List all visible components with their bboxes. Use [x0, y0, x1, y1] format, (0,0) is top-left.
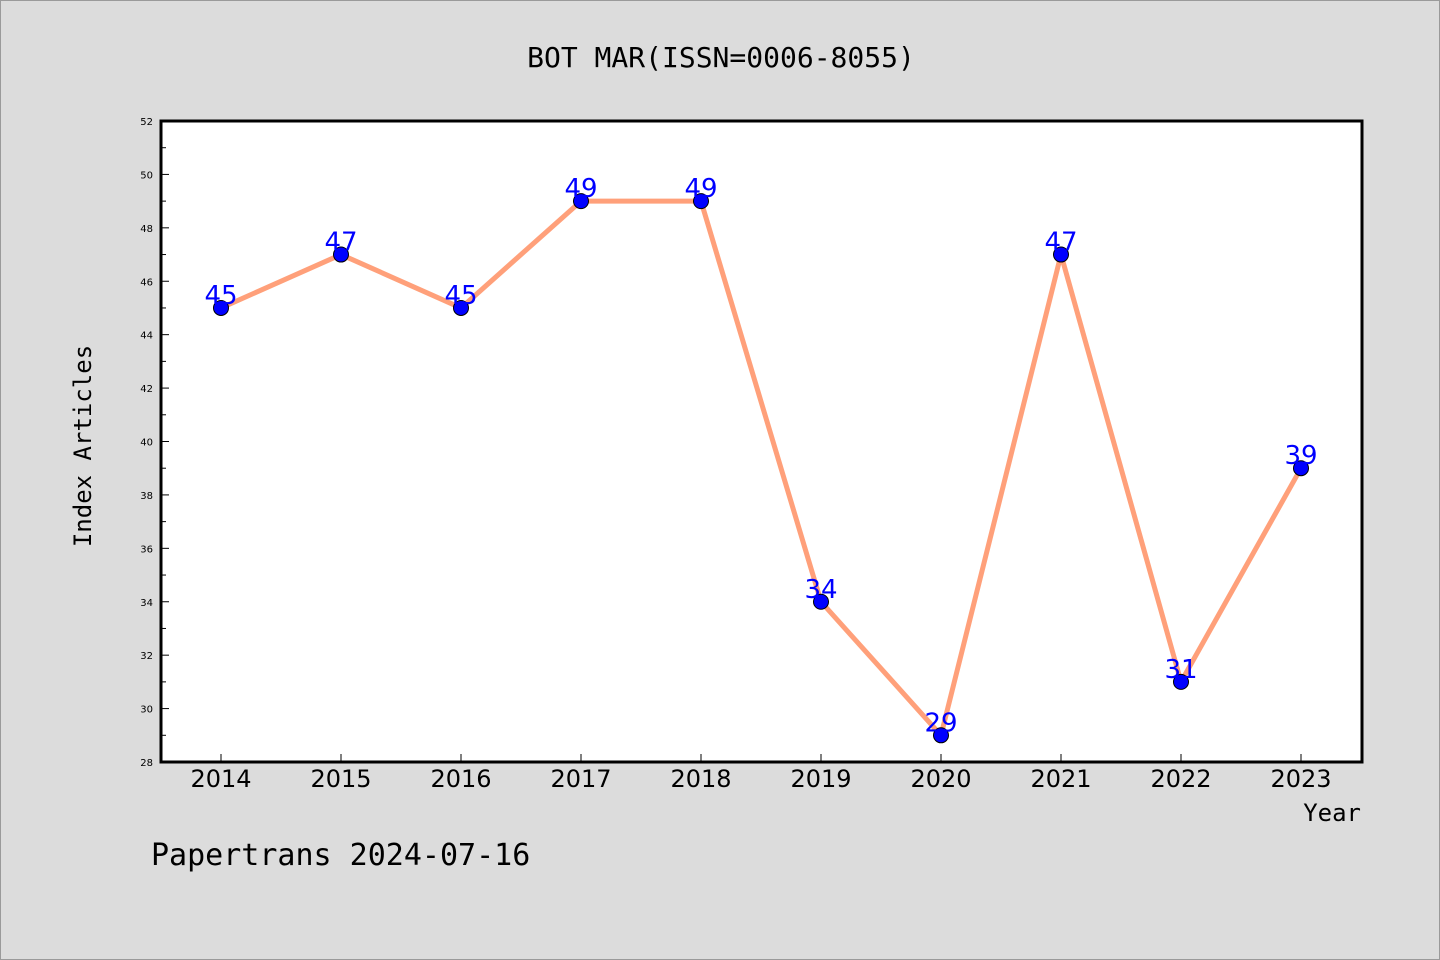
x-tick-label: 2022	[1150, 765, 1211, 793]
y-tick-label: 42	[140, 384, 153, 395]
data-label: 45	[444, 281, 477, 311]
data-label: 29	[924, 708, 957, 738]
y-axis-label: Index Articles	[69, 345, 97, 547]
x-tick-label: 2023	[1270, 765, 1331, 793]
y-tick-label: 30	[140, 705, 153, 716]
series-line	[219, 198, 1304, 738]
data-point	[573, 193, 589, 210]
y-tick-label: 48	[140, 224, 153, 235]
data-label: 34	[804, 575, 837, 605]
data-label: 49	[564, 174, 597, 204]
y-tick-label: 32	[140, 651, 153, 662]
data-label: 45	[204, 281, 237, 311]
data-label: 49	[684, 174, 717, 204]
plot-area	[159, 119, 1364, 764]
x-tick-label: 2017	[550, 765, 611, 793]
data-point	[1293, 460, 1309, 477]
data-point	[1173, 673, 1189, 690]
y-tick-label: 52	[140, 117, 153, 128]
x-tick-label: 2016	[430, 765, 491, 793]
y-tick-label: 28	[140, 758, 153, 769]
data-label: 47	[324, 228, 357, 258]
data-point	[213, 299, 229, 316]
data-point	[693, 193, 709, 210]
data-labels: 45 47 45 49 49 34 29 47 31 39	[204, 174, 1317, 738]
y-tick-label: 46	[140, 277, 153, 288]
x-tick-label: 2018	[670, 765, 731, 793]
y-tick-label: 44	[140, 331, 153, 342]
x-axis-label: Year	[1303, 799, 1361, 827]
data-point	[333, 246, 349, 263]
x-tick-label: 2019	[790, 765, 851, 793]
y-tick-label: 50	[140, 170, 153, 181]
data-label: 31	[1164, 655, 1197, 685]
series-markers	[213, 193, 1309, 744]
footer-watermark: Papertrans 2024-07-16	[151, 838, 530, 873]
x-tick-label: 2021	[1030, 765, 1091, 793]
y-axis: 28 30 32 34 36 38 40 42 44 46 48 50 52	[140, 117, 169, 769]
x-tick-label: 2015	[310, 765, 371, 793]
data-label: 47	[1044, 228, 1077, 258]
y-tick-label: 38	[140, 491, 153, 502]
x-tick-label: 2014	[190, 765, 251, 793]
data-label: 39	[1284, 441, 1317, 471]
chart-title: BOT MAR(ISSN=0006-8055)	[527, 41, 915, 74]
x-tick-label: 2020	[910, 765, 971, 793]
data-point	[933, 727, 949, 744]
data-point	[1053, 246, 1069, 263]
y-tick-label: 34	[140, 598, 153, 609]
data-point	[453, 299, 469, 316]
data-point	[813, 593, 829, 610]
x-axis: 2014 2015 2016 2017 2018 2019 2020 2021 2022 2023	[190, 754, 1332, 793]
y-tick-label: 40	[140, 438, 153, 449]
y-tick-label: 36	[140, 544, 153, 555]
